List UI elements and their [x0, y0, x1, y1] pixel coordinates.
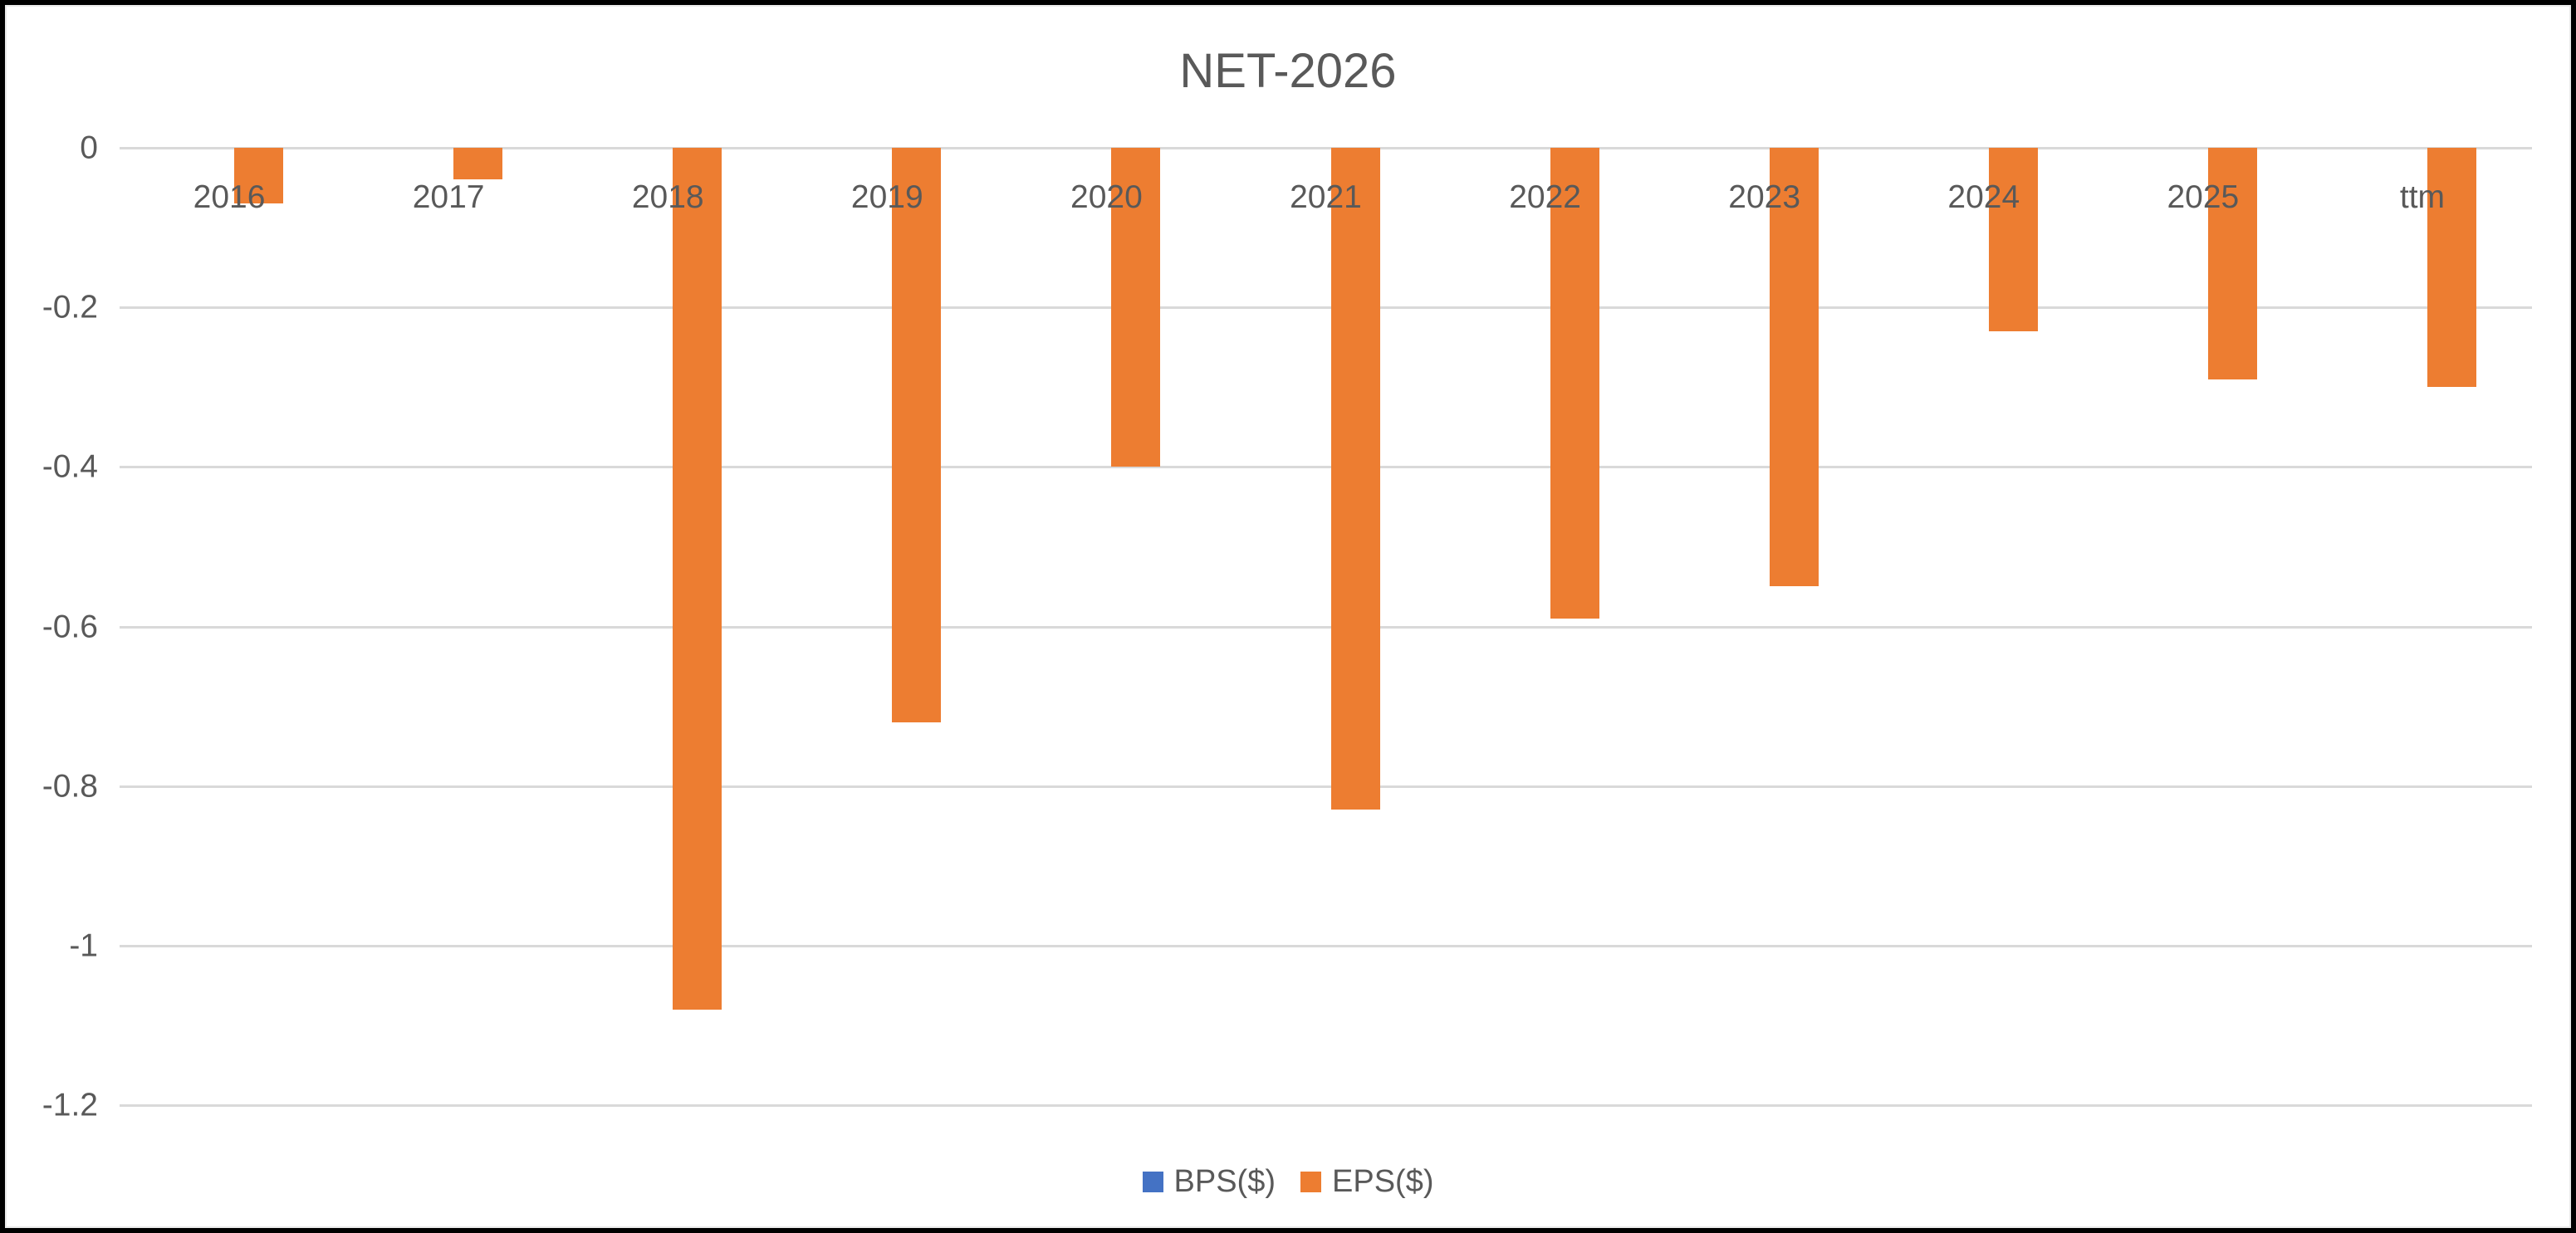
bar-eps-2017: [453, 148, 503, 180]
legend-swatch-icon: [1142, 1172, 1163, 1192]
x-category-label: 2025: [2167, 179, 2240, 215]
y-tick-label: -0.8: [42, 768, 98, 805]
legend-item: EPS($): [1300, 1164, 1433, 1200]
x-category-label: 2023: [1728, 179, 1801, 215]
y-tick-label: 0: [80, 130, 98, 166]
bar-eps-2018: [673, 148, 722, 1010]
bar-eps-2022: [1550, 148, 1599, 619]
y-tick-label: -1.2: [42, 1087, 98, 1123]
y-tick-label: -0.4: [42, 448, 98, 485]
x-category-label: 2016: [193, 179, 266, 215]
x-category-label: 2022: [1509, 179, 1581, 215]
plot-area: 2016 2017 2018 2019 2020 2021 2022 2023 2024 2025…: [120, 147, 2532, 1107]
chart-title: NET-2026: [1179, 44, 1397, 98]
bar-eps-2023: [1769, 148, 1819, 587]
x-category-label: 2020: [1070, 179, 1143, 215]
gridline: [120, 147, 2532, 149]
x-category-label: 2021: [1290, 179, 1362, 215]
legend-label: BPS($): [1173, 1164, 1276, 1199]
y-tick-label: -1: [69, 927, 98, 964]
gridline: [120, 466, 2532, 469]
y-tick-label: -0.6: [42, 609, 98, 644]
y-tick-label: -0.2: [42, 289, 98, 325]
gridline: [120, 625, 2532, 629]
bar-eps-2021: [1330, 148, 1380, 810]
legend-label: EPS($): [1332, 1164, 1434, 1199]
bar-eps-2024: [1988, 148, 2038, 331]
legend-swatch-icon: [1300, 1172, 1321, 1192]
x-category-label: 2017: [412, 179, 485, 215]
bar-eps-ttm: [2427, 148, 2476, 388]
gridline: [120, 785, 2532, 788]
bar-eps-2020: [1111, 148, 1161, 467]
x-category-label: 2024: [1947, 179, 2020, 215]
legend-item: BPS($): [1142, 1164, 1276, 1200]
gridline: [120, 944, 2532, 947]
bar-eps-2016: [234, 148, 284, 204]
bar-eps-2019: [892, 148, 942, 722]
gridline: [120, 1104, 2532, 1107]
gridline: [120, 306, 2532, 310]
legend: BPS($) EPS($): [5, 1164, 2571, 1200]
x-category-label: ttm: [2399, 179, 2446, 215]
x-category-label: 2019: [850, 179, 923, 215]
bar-eps-2025: [2207, 148, 2257, 379]
x-category-label: 2018: [631, 179, 704, 215]
